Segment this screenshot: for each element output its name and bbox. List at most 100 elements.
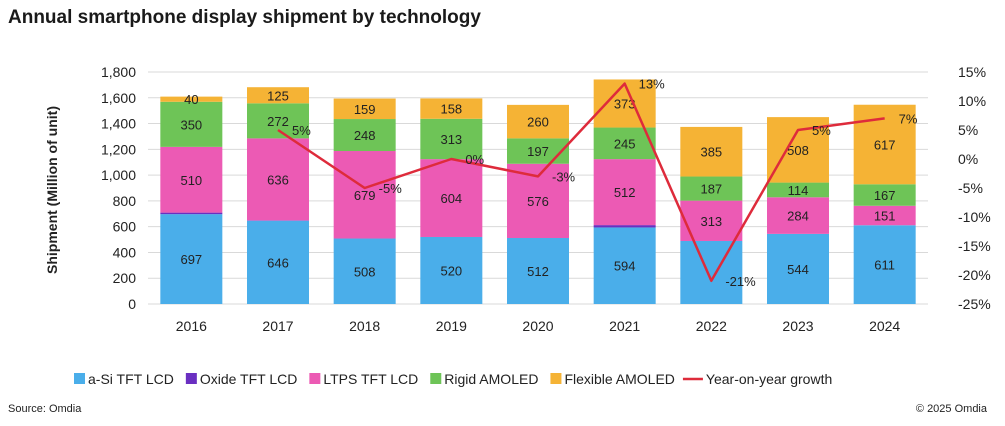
bar-value-label: 284: [787, 209, 809, 224]
y2-tick-label: 0%: [958, 151, 978, 167]
chart-title: Annual smartphone display shipment by te…: [8, 7, 481, 28]
bar-segment: [247, 220, 309, 304]
bar-data-labels: 697 510 350 40 646 636 272 125 508 679 248 159 520 60…: [180, 88, 895, 279]
bar-value-label: 679: [354, 188, 376, 203]
bar-value-label: 350: [180, 117, 202, 132]
y2-tick-label: -20%: [958, 267, 991, 283]
y-tick-label: 0: [128, 296, 136, 312]
y-tick-label: 1,400: [101, 116, 136, 132]
growth-value-label: 0%: [465, 152, 484, 167]
x-tick-label: 2016: [176, 318, 207, 334]
bar-value-label: 159: [354, 102, 376, 117]
bar-segment: [593, 225, 656, 228]
x-tick-label: 2020: [522, 318, 553, 334]
bar-value-label: 151: [874, 209, 896, 224]
bar-value-label: 373: [614, 97, 636, 112]
bar-value-label: 385: [700, 145, 722, 160]
bar-segment: [333, 238, 396, 304]
growth-data-labels: 5% -5% 0% -3% 13% -21% 5% 7%: [292, 77, 918, 289]
x-tick-label: 2021: [609, 318, 640, 334]
bar-value-label: 125: [267, 88, 289, 103]
growth-value-label: 5%: [292, 123, 311, 138]
y2-tick-label: -15%: [958, 238, 991, 254]
bar-value-label: 544: [787, 262, 809, 277]
y2-tick-label: -25%: [958, 296, 991, 312]
bar-value-label: 508: [354, 264, 376, 279]
legend-label: Oxide TFT LCD: [200, 371, 298, 387]
bar-segment: [507, 238, 569, 304]
bar-value-label: 697: [180, 252, 202, 267]
bar-segment: [160, 101, 223, 147]
x-tick-label: 2019: [436, 318, 467, 334]
legend: a-Si TFT LCD Oxide TFT LCD LTPS TFT LCD Rig…: [74, 371, 832, 387]
bar-segment: [680, 176, 743, 201]
bar-value-label: 313: [700, 214, 722, 229]
bar-segment: [420, 236, 483, 304]
bar-value-label: 512: [614, 185, 636, 200]
x-tick-label: 2018: [349, 318, 380, 334]
bar-segment: [853, 184, 916, 206]
y-tick-label: 1,200: [101, 141, 136, 157]
bar-segment: [507, 104, 569, 139]
growth-line: [277, 82, 885, 283]
growth-value-label: -21%: [725, 274, 756, 289]
legend-swatch: [185, 373, 197, 384]
bar-segment: [333, 119, 396, 152]
bar-segment: [160, 212, 223, 215]
growth-line-path: [277, 82, 885, 283]
bar-segment: [853, 205, 916, 226]
y-axis-label: Shipment (Million of unit): [44, 106, 60, 274]
y2-tick-label: 5%: [958, 122, 978, 138]
growth-value-label: 13%: [639, 77, 665, 92]
y2-tick-label: -10%: [958, 209, 991, 225]
bar-value-label: 248: [354, 128, 376, 143]
bar-segment: [420, 98, 483, 119]
growth-value-label: -5%: [379, 181, 403, 196]
y-tick-label: 600: [113, 219, 137, 235]
y-tick-label: 1,800: [101, 64, 136, 80]
bar-value-label: 512: [527, 264, 549, 279]
bar-value-label: 576: [527, 194, 549, 209]
bar-value-label: 520: [440, 263, 462, 278]
bar-value-label: 594: [614, 259, 636, 274]
bar-value-label: 636: [267, 172, 289, 187]
x-tick-label: 2023: [782, 318, 813, 334]
y-tick-label: 800: [113, 193, 137, 209]
stacked-bar-chart: 697 510 350 40 646 636 272 125 508 679 248 159 520 60…: [44, 64, 991, 387]
copyright-note: © 2025 Omdia: [915, 403, 987, 415]
bar-segment: [680, 126, 743, 177]
bar-segment: [247, 87, 309, 104]
legend-label: a-Si TFT LCD: [88, 371, 174, 387]
bar-value-label: 646: [267, 255, 289, 270]
source-note: Source: Omdia: [8, 403, 82, 415]
bar-segment: [853, 104, 916, 185]
bar-segment: [160, 214, 223, 304]
legend-label: Rigid AMOLED: [444, 371, 538, 387]
y-tick-label: 200: [113, 270, 137, 286]
bar-segment: [420, 159, 483, 237]
bar-segment: [160, 96, 223, 102]
growth-value-label: 5%: [812, 123, 831, 138]
x-axis-ticks: 2016 2017 2018 2019 2020 2021 2022 2023 2024: [176, 318, 901, 334]
x-tick-label: 2017: [262, 318, 293, 334]
y2-axis-ticks: -25% -20% -15% -10% -5% 0% 5% 10% 15%: [958, 64, 991, 312]
bar-value-label: 604: [440, 191, 462, 206]
growth-value-label: 7%: [899, 111, 918, 126]
bar-segment: [507, 138, 569, 164]
bar-segment: [593, 79, 656, 128]
bar-segment: [420, 118, 483, 160]
x-tick-label: 2024: [869, 318, 900, 334]
bar-value-label: 40: [184, 92, 198, 107]
y2-tick-label: -5%: [958, 180, 983, 196]
y-tick-label: 400: [113, 244, 137, 260]
bar-segment: [247, 138, 309, 221]
bar-segment: [853, 225, 916, 304]
bar-segment: [593, 227, 656, 304]
y2-tick-label: 10%: [958, 93, 986, 109]
bar-segment: [333, 98, 396, 120]
growth-value-label: -3%: [552, 169, 576, 184]
bar-segment: [333, 151, 396, 239]
y-axis-ticks: 0 200 400 600 800 1,000 1,200 1,400 1,600 1,800: [101, 64, 136, 312]
bar-value-label: 617: [874, 138, 896, 153]
bar-value-label: 313: [440, 132, 462, 147]
